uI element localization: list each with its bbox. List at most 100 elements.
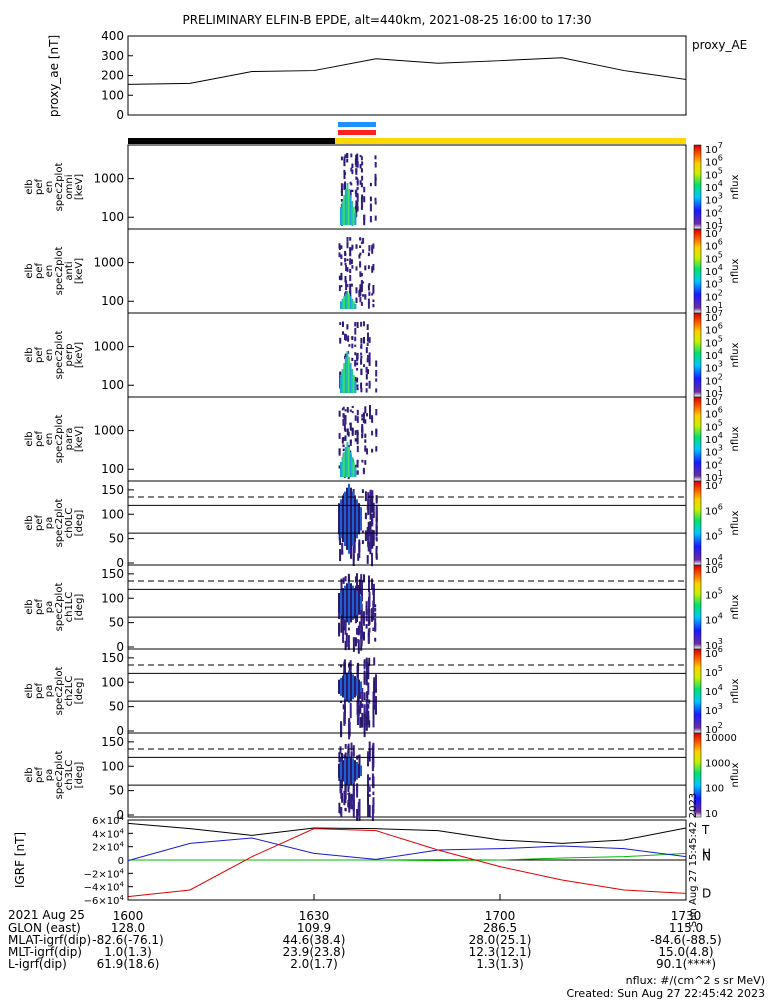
ae-ytick-label: 100 xyxy=(101,88,124,102)
spec-ylabel-part: [deg] xyxy=(74,594,85,621)
spec-ytick-label: 50 xyxy=(109,784,124,798)
colorbar-label: 105 xyxy=(705,528,723,543)
created-note: Created: Sun Aug 27 22:45:42 2023 xyxy=(566,987,765,1000)
ae-frame xyxy=(127,35,687,116)
colorbar-label: 103 xyxy=(705,192,723,207)
colorbar-label: 107 xyxy=(705,393,723,408)
colorbar-label: 102 xyxy=(705,204,723,219)
colorbar-title: nflux xyxy=(730,426,741,451)
colorbar-label: 106 xyxy=(705,322,723,337)
colorbar-label: 10 xyxy=(705,809,718,820)
colorbar-label: 107 xyxy=(705,309,723,324)
bar-red xyxy=(338,130,376,135)
colorbar xyxy=(693,228,702,314)
spec-image xyxy=(338,237,375,309)
igrf-legend-T: T xyxy=(701,823,710,837)
footer-value: 61.9(18.6) xyxy=(97,957,160,971)
footer-value: 12.3(12.1) xyxy=(469,945,532,959)
colorbar-label: 101 xyxy=(705,217,723,232)
colorbar-label: 102 xyxy=(705,721,723,736)
spec-ylabel-part: en xyxy=(44,433,55,446)
colorbar xyxy=(693,564,702,650)
igrf-ylabel: IGRF [nT] xyxy=(13,832,27,888)
footer-value: 23.9(23.8) xyxy=(283,945,346,959)
spec-ylabel-part: [keV] xyxy=(74,258,85,284)
colorbar-label: 103 xyxy=(705,637,723,652)
spec-ylabel-part: pef xyxy=(34,683,45,700)
spec-ylabel-part: pa xyxy=(44,517,55,529)
spec-ytick-label: 1000 xyxy=(93,256,124,270)
colorbar-label: 105 xyxy=(705,250,723,265)
spec-ylabel-part: ch3LC xyxy=(64,760,75,791)
x-tick-label: 1730 xyxy=(671,909,702,923)
colorbar-label: 105 xyxy=(705,664,723,679)
colorbar-title: nflux xyxy=(730,174,741,199)
spec-ytick-label: 150 xyxy=(101,567,124,581)
spec-frame xyxy=(127,312,687,398)
colorbar-label: 106 xyxy=(705,154,723,169)
colorbar-label: 103 xyxy=(705,276,723,291)
spec-ytick-label: 0 xyxy=(116,808,124,822)
spec-ylabel-part: spec2plot xyxy=(54,751,65,800)
spec-ylabel-part: spec2plot xyxy=(54,247,65,296)
colorbar-title: nflux xyxy=(730,678,741,703)
spec-image xyxy=(339,321,378,393)
figure-title: PRELIMINARY ELFIN-B EPDE, alt=440km, 202… xyxy=(182,13,591,27)
colorbar-label: 102 xyxy=(705,288,723,303)
spec-ylabel-part: elb xyxy=(24,347,35,362)
spec-ylabel-part: omni xyxy=(64,175,75,200)
spec-ytick-label: 100 xyxy=(101,462,124,476)
ae-series-line xyxy=(127,42,687,85)
igrf-series-N xyxy=(127,837,687,862)
spec-image xyxy=(340,153,377,226)
spec-ylabel-part: [keV] xyxy=(74,342,85,368)
colorbar-label: 102 xyxy=(705,456,723,471)
colorbar-label: 100 xyxy=(705,784,724,795)
side-stamp: Sun Aug 27 15:45:42 2023 xyxy=(688,793,699,927)
spec-frame xyxy=(127,396,687,482)
bar-black xyxy=(128,138,335,144)
colorbar-label: 1000 xyxy=(705,758,730,769)
spec-ytick-label: 50 xyxy=(109,532,124,546)
colorbar xyxy=(693,480,702,566)
spec-ytick-label: 100 xyxy=(101,507,124,521)
colorbar-label: 101 xyxy=(705,469,723,484)
spec-ytick-label: 100 xyxy=(101,759,124,773)
spec-ylabel-part: ch1LC xyxy=(64,592,75,623)
spec-frame xyxy=(127,228,687,314)
spec-ylabel-part: pef xyxy=(34,599,45,616)
spec-ylabel-part: elb xyxy=(24,515,35,530)
spec-ylabel-part: pa xyxy=(44,769,55,781)
igrf-legend-N: N xyxy=(702,850,711,864)
row-label-l: L-igrf(dip) xyxy=(8,957,67,971)
spec-ytick-label: 50 xyxy=(109,616,124,630)
colorbar-label: 103 xyxy=(705,702,723,717)
spec-ytick-label: 150 xyxy=(101,483,124,497)
spec-ylabel-part: pef xyxy=(34,179,45,196)
colorbar-label: 10000 xyxy=(705,733,737,744)
spec-ylabel-part: [deg] xyxy=(74,510,85,537)
spec-ylabel-part: [deg] xyxy=(74,678,85,705)
footer-value: 1.3(1.3) xyxy=(476,957,524,971)
igrf-legend-D: D xyxy=(702,886,711,900)
ae-ylabel: proxy_ae [nT] xyxy=(47,35,61,117)
spec-ylabel-part: ch2LC xyxy=(64,676,75,707)
colorbar-label: 104 xyxy=(705,553,723,568)
footer-value: -84.6(-88.5) xyxy=(650,933,721,947)
spec-ytick-label: 1000 xyxy=(93,424,124,438)
spec-ylabel-part: elb xyxy=(24,179,35,194)
colorbar xyxy=(693,396,702,482)
igrf-ytick-label: 0 xyxy=(118,856,124,867)
colorbar-label: 106 xyxy=(705,238,723,253)
colorbar-label: 104 xyxy=(705,179,723,194)
colorbar-label: 101 xyxy=(705,385,723,400)
spec-ylabel-part: [keV] xyxy=(74,174,85,200)
igrf-ytick-label: 4×104 xyxy=(92,827,124,840)
spec-ytick-label: 0 xyxy=(116,724,124,738)
colorbar xyxy=(693,648,702,734)
spec-ylabel-part: spec2plot xyxy=(54,499,65,548)
colorbar-label: 101 xyxy=(705,301,723,316)
igrf-ytick-label: −2×104 xyxy=(84,867,125,880)
colorbar-label: 103 xyxy=(705,360,723,375)
